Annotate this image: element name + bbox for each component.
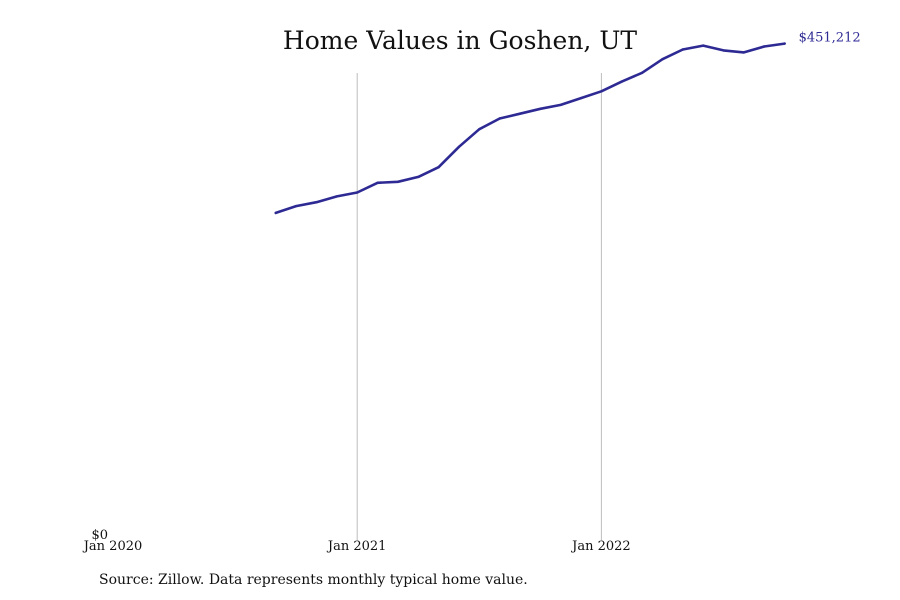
x-tick-label: Jan 2021 [326,539,387,554]
data-point [356,191,359,194]
data-point [640,71,644,75]
data-point [294,204,298,208]
data-point [335,195,339,198]
data-point [620,80,623,83]
data-point [457,145,461,148]
data-point [539,107,542,111]
data-point [661,58,664,61]
data-point [722,49,725,52]
data-point [478,128,481,131]
data-point [600,90,603,93]
data-point [742,51,746,54]
data-point [376,181,379,184]
data-point [783,42,786,45]
data-point [315,201,318,204]
data-point [518,112,522,115]
home-value-line [274,42,786,215]
data-point [559,103,562,107]
data-point [579,96,583,100]
data-point [396,180,400,183]
x-axis-ticks: Jan 2020 Jan 2021 Jan 2022 [82,539,631,554]
chart-title: Home Values in Goshen, UT [282,26,638,55]
data-point [702,44,705,47]
data-point [763,45,766,48]
y-tick-label: $0 [91,528,108,543]
gridlines [356,73,602,540]
data-points [274,42,786,215]
data-point [498,117,501,120]
source-note: Source: Zillow. Data represents monthly … [99,572,528,588]
x-tick-label: Jan 2020 [82,539,143,554]
data-point [274,211,277,215]
data-point [417,175,420,179]
x-tick-label: Jan 2022 [570,539,631,554]
data-point [681,48,684,51]
end-value-label: $451,212 [799,31,861,46]
data-point [437,166,440,169]
